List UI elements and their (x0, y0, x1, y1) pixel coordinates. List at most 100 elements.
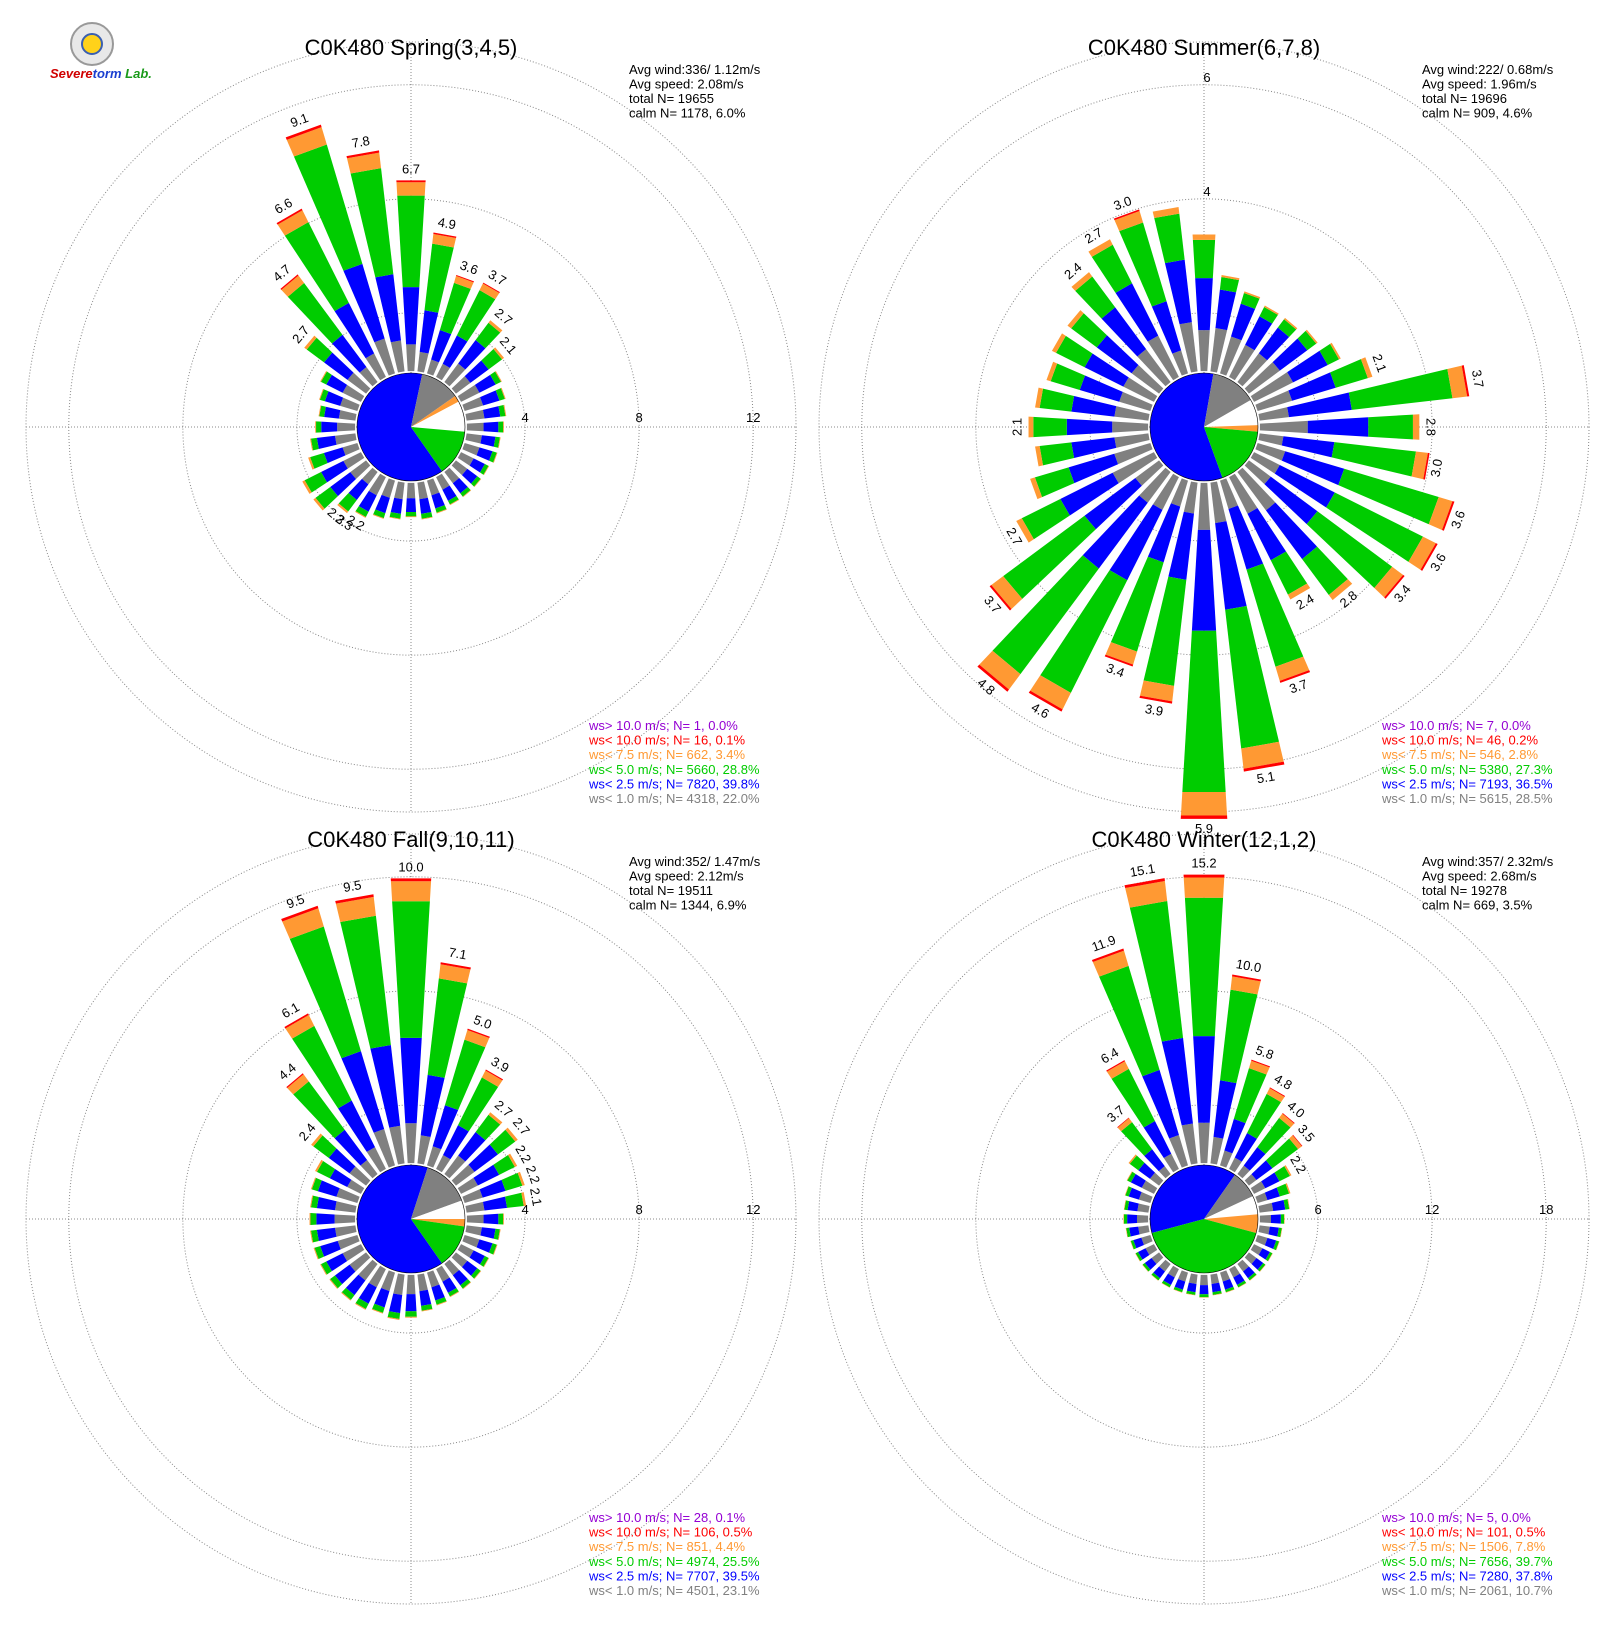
ring-label: 12 (746, 410, 760, 425)
bar-segment-lt5 (1124, 1200, 1130, 1211)
bar-dir-230 (1142, 1252, 1164, 1272)
bar-dir-60 (457, 1153, 518, 1194)
bar-dir-70 (462, 1171, 525, 1204)
bar-segment-lt5 (1273, 1240, 1280, 1251)
bar-dir-210 (1161, 1265, 1179, 1288)
bar-value-label: 3.7 (1287, 676, 1309, 696)
bar-segment-lt2_5 (419, 497, 432, 514)
bar-segment-lt7_5 (286, 127, 327, 157)
bar-segment-lt2_5 (1138, 1248, 1150, 1260)
bar-dir-50 (451, 1127, 518, 1186)
bar-segment-lt2_5 (1174, 1279, 1186, 1290)
bar-segment-lt7_5 (304, 335, 317, 350)
bar-segment-lt5 (389, 512, 401, 519)
bar-segment-lt1 (1114, 442, 1153, 465)
bar-dir-300 (1051, 333, 1158, 402)
bar-segment-lt1 (1188, 1273, 1198, 1284)
bar-segment-lt1 (1170, 478, 1189, 507)
bar-segment-lt1 (1244, 1174, 1257, 1186)
bar-segment-lt10 (280, 274, 299, 290)
bar-segment-lt2_5 (324, 406, 341, 419)
bar-segment-lt2_5 (1281, 451, 1345, 486)
bar-dir-310 (1128, 1154, 1164, 1186)
bar-segment-lt1 (1210, 481, 1227, 524)
bar-segment-lt2_5 (452, 477, 468, 494)
bar-segment-lt2_5 (1186, 1282, 1197, 1293)
bar-segment-lt7_5 (1284, 1165, 1292, 1176)
bar-segment-lt7_5 (396, 182, 426, 196)
bar-value-label: 5.9 (1195, 821, 1213, 836)
bar-segment-lt5 (1056, 335, 1093, 368)
bar-segment-lt7_5 (481, 1070, 503, 1087)
bar-segment-lt7_5 (1114, 210, 1144, 232)
bar-segment-lt5 (501, 1172, 523, 1191)
bar-segment-lt2_5 (1143, 1121, 1172, 1159)
grid-ring (975, 198, 1433, 656)
bar-segment-lt1 (466, 1214, 484, 1224)
bar-segment-lt1 (1151, 1252, 1164, 1264)
bar-segment-lt5 (481, 349, 503, 370)
bar-dir-280 (310, 1195, 357, 1213)
bar-dir-260 (1035, 433, 1150, 467)
bar-segment-lt7_5 (319, 388, 324, 400)
bar-segment-lt1 (1137, 349, 1171, 387)
legend-lt2_5: ws< 2.5 m/s; N= 7820, 39.8% (588, 776, 760, 791)
stats-line: Avg speed: 2.68m/s (1422, 869, 1537, 884)
bar-segment-lt5 (489, 451, 497, 463)
bar-segment-lt7_5 (318, 405, 322, 417)
bar-segment-lt7_5 (341, 1292, 351, 1301)
bar-segment-lt10 (1292, 1134, 1303, 1147)
seal-icon (70, 22, 114, 66)
bar-segment-lt7_5 (1139, 680, 1175, 702)
bar-segment-lt7_5 (979, 650, 1021, 690)
legend-lt5: ws< 5.0 m/s; N= 5380, 27.3% (1381, 762, 1553, 777)
bar-segment-lt1 (1172, 350, 1189, 376)
bar-value-label: 3.4 (1104, 660, 1126, 680)
bar-segment-lt5 (1270, 551, 1308, 595)
bar-segment-lt2_5 (474, 374, 496, 393)
bar-segment-lt5 (1280, 1214, 1285, 1224)
bar-segment-lt7_5 (498, 437, 501, 448)
pie-slice-lt5 (1204, 427, 1258, 478)
bar-dir-350 (335, 894, 405, 1165)
bar-dir-330 (1106, 1060, 1179, 1173)
bar-segment-lt1 (1258, 1225, 1270, 1235)
bar-value-label: 3.9 (1144, 701, 1164, 719)
bar-segment-lt5 (319, 405, 326, 417)
bar-segment-lt7_5 (432, 233, 457, 248)
bar-segment-lt2_5 (1271, 1214, 1281, 1224)
bar-segment-lt5 (372, 1303, 385, 1313)
bar-segment-lt2_5 (458, 340, 486, 370)
bar-dir-30 (1229, 1087, 1286, 1173)
chart-title: C0K480 Winter(12,1,2) (1092, 827, 1317, 852)
bar-value-label: 9.5 (342, 877, 362, 895)
pie-slice-lt2_5 (357, 373, 442, 481)
bar-segment-lt2_5 (480, 390, 500, 406)
bar-dir-320 (286, 1073, 378, 1179)
stats-line: calm N= 1344, 6.9% (629, 898, 747, 913)
bar-segment-lt5 (1091, 244, 1133, 293)
bar-segment-lt2_5 (375, 274, 401, 343)
bar-dir-160 (1219, 1270, 1235, 1293)
bar-segment-lt5 (424, 243, 454, 313)
bar-segment-lt2_5 (1268, 1226, 1279, 1237)
bar-dir-200 (1104, 478, 1189, 667)
bar-segment-lt2_5 (321, 460, 348, 483)
bar-segment-lt2_5 (405, 1294, 417, 1312)
bar-segment-lt1 (462, 397, 484, 412)
bar-segment-lt1 (1200, 1274, 1208, 1286)
legend-lt5: ws< 5.0 m/s; N= 7656, 39.7% (1381, 1554, 1553, 1569)
bar-segment-lt5 (444, 1039, 486, 1111)
stats-line: Avg wind:222/ 0.68m/s (1422, 62, 1554, 77)
bar-segment-lt1 (462, 1189, 483, 1204)
bar-segment-lt2_5 (1287, 350, 1328, 383)
bar-segment-lt5 (1326, 492, 1423, 562)
bar-segment-lt7_5 (387, 1316, 400, 1320)
bar-segment-lt7_5 (1266, 1088, 1285, 1103)
bar-segment-lt1 (1147, 335, 1179, 381)
legend-lt7_5: ws< 7.5 m/s; N= 662, 3.4% (588, 747, 746, 762)
bar-segment-lt1 (1244, 362, 1280, 394)
bar-value-label: 11.9 (1090, 932, 1118, 954)
bar-segment-lt1 (1237, 353, 1268, 387)
bar-segment-lt7_5 (1289, 1135, 1302, 1150)
